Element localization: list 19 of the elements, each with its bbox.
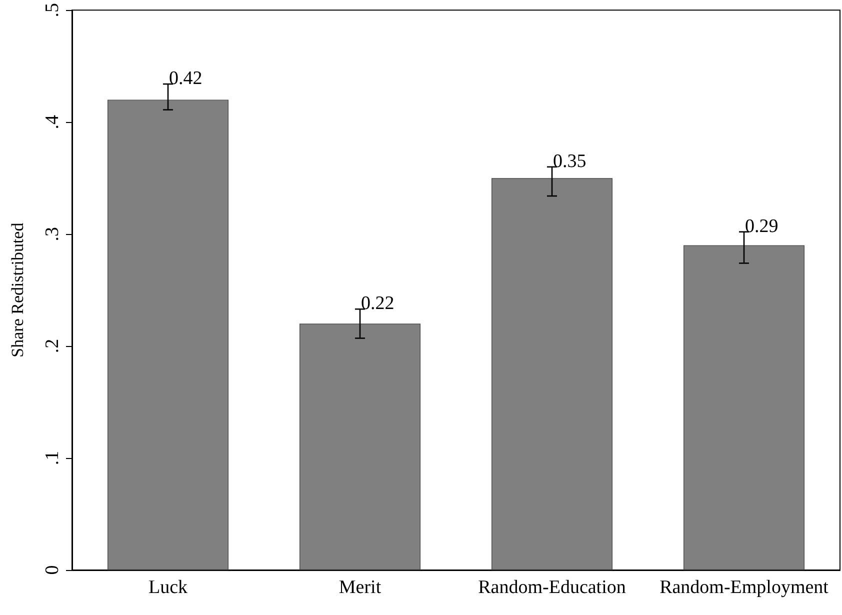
y-tick-label: .3 bbox=[42, 226, 63, 242]
x-tick-label: Merit bbox=[338, 577, 382, 598]
y-tick-label: .4 bbox=[42, 114, 63, 130]
y-axis-title: Share Redistributed bbox=[8, 222, 27, 358]
data-label: 0.22 bbox=[361, 293, 394, 314]
data-label: 0.29 bbox=[745, 216, 778, 237]
y-tick-label: .1 bbox=[42, 450, 63, 466]
bar bbox=[108, 100, 228, 570]
data-label: 0.42 bbox=[169, 68, 202, 90]
y-tick-label: 0 bbox=[42, 565, 63, 575]
y-tick-label: .2 bbox=[42, 338, 63, 354]
x-tick-label: Random-Education bbox=[478, 577, 626, 598]
data-label: 0.35 bbox=[553, 150, 586, 172]
x-tick-label: Luck bbox=[148, 577, 188, 598]
bar bbox=[492, 178, 612, 570]
y-tick-label: .5 bbox=[42, 3, 63, 18]
x-tick-label: Random-Employment bbox=[660, 577, 830, 598]
bar bbox=[684, 245, 804, 570]
bar bbox=[300, 324, 420, 570]
